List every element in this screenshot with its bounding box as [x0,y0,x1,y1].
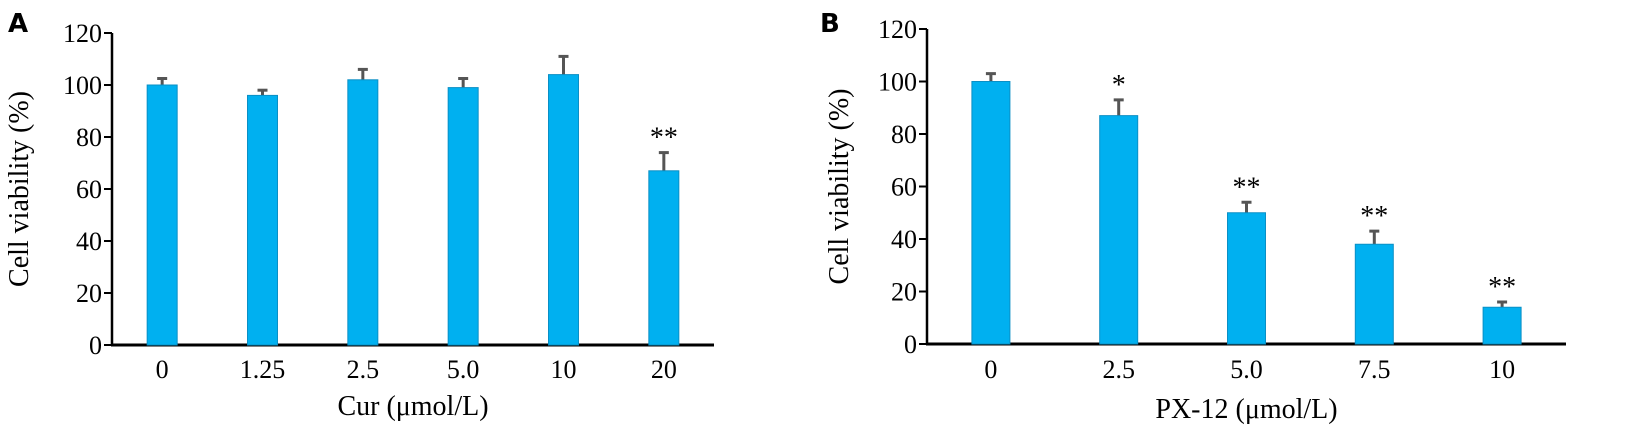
panel-b-letter: B [820,9,840,39]
panel-b-x-tick-label: 10 [1489,355,1515,384]
panel-b-bar [971,81,1011,345]
panel-a-significance-mark: ** [650,123,678,154]
panel-b-y-axis-title: Cell viability (%) [824,89,855,285]
panel-b-bar [1482,306,1522,345]
panel-b-y-tick-label: 40 [891,225,917,254]
panel-a-bar [447,87,479,346]
panel-a-y-tick-label: 80 [76,123,102,152]
panel-b-x-tick-label: 7.5 [1358,355,1391,384]
panel-b-significance-mark: ** [1360,201,1388,232]
panel-a-bar [648,170,680,346]
panel-a-x-tick-label: 0 [156,355,169,384]
panel-a-bar [146,84,178,346]
panel-a: A 0 20 40 60 80 100 120 0 1.25 2.5 5.0 10 20 ** Cur (μ… [4,9,714,422]
panel-a-bar [548,74,579,346]
panel-a-y-tick-label: 120 [63,19,102,48]
panel-b-y-tick-label: 80 [891,120,917,149]
panel-a-x-tick-label: 1.25 [240,355,286,384]
panel-b: B 0 20 40 60 80 100 120 0 2.5 * 5.0 ** 7.5 ** 10 ** PX-1… [820,9,1566,425]
panel-a-x-tick-label: 20 [651,355,677,384]
panel-b-x-tick-label: 0 [984,355,997,384]
panel-a-y-tick-label: 0 [89,331,102,360]
panel-b-significance-mark: * [1112,70,1126,101]
panel-b-significance-mark: ** [1488,272,1516,303]
panel-a-y-axis-title: Cell viability (%) [4,91,35,287]
panel-b-y-tick-label: 60 [891,173,917,202]
panel-b-y-tick-label: 20 [891,278,917,307]
panel-a-x-axis-title: Cur (μmol/L) [337,391,488,422]
panel-b-y-tick-label: 0 [904,330,917,359]
panel-b-x-tick-label: 5.0 [1230,355,1263,384]
panel-b-y-tick-label: 120 [878,15,917,44]
panel-a-bar [247,94,278,346]
panel-a-y-tick-label: 20 [76,279,102,308]
panel-b-y-tick-label: 100 [878,68,917,97]
panel-a-y-tick-label: 40 [76,227,102,256]
panel-a-x-tick-label: 2.5 [347,355,380,384]
panel-b-x-tick-label: 2.5 [1102,355,1135,384]
panel-a-x-tick-label: 5.0 [447,355,480,384]
panel-a-y-tick-label: 100 [63,71,102,100]
panel-a-letter: A [8,9,28,39]
panel-a-x-tick-label: 10 [551,355,577,384]
panel-b-bar [1099,115,1139,345]
panel-b-bar [1227,212,1266,345]
panel-a-y-tick-label: 60 [76,175,102,204]
panel-a-bar [347,79,379,346]
panel-b-bar [1354,243,1394,345]
panel-b-significance-mark: ** [1233,172,1261,203]
panel-b-x-axis-title: PX-12 (μmol/L) [1155,394,1337,425]
